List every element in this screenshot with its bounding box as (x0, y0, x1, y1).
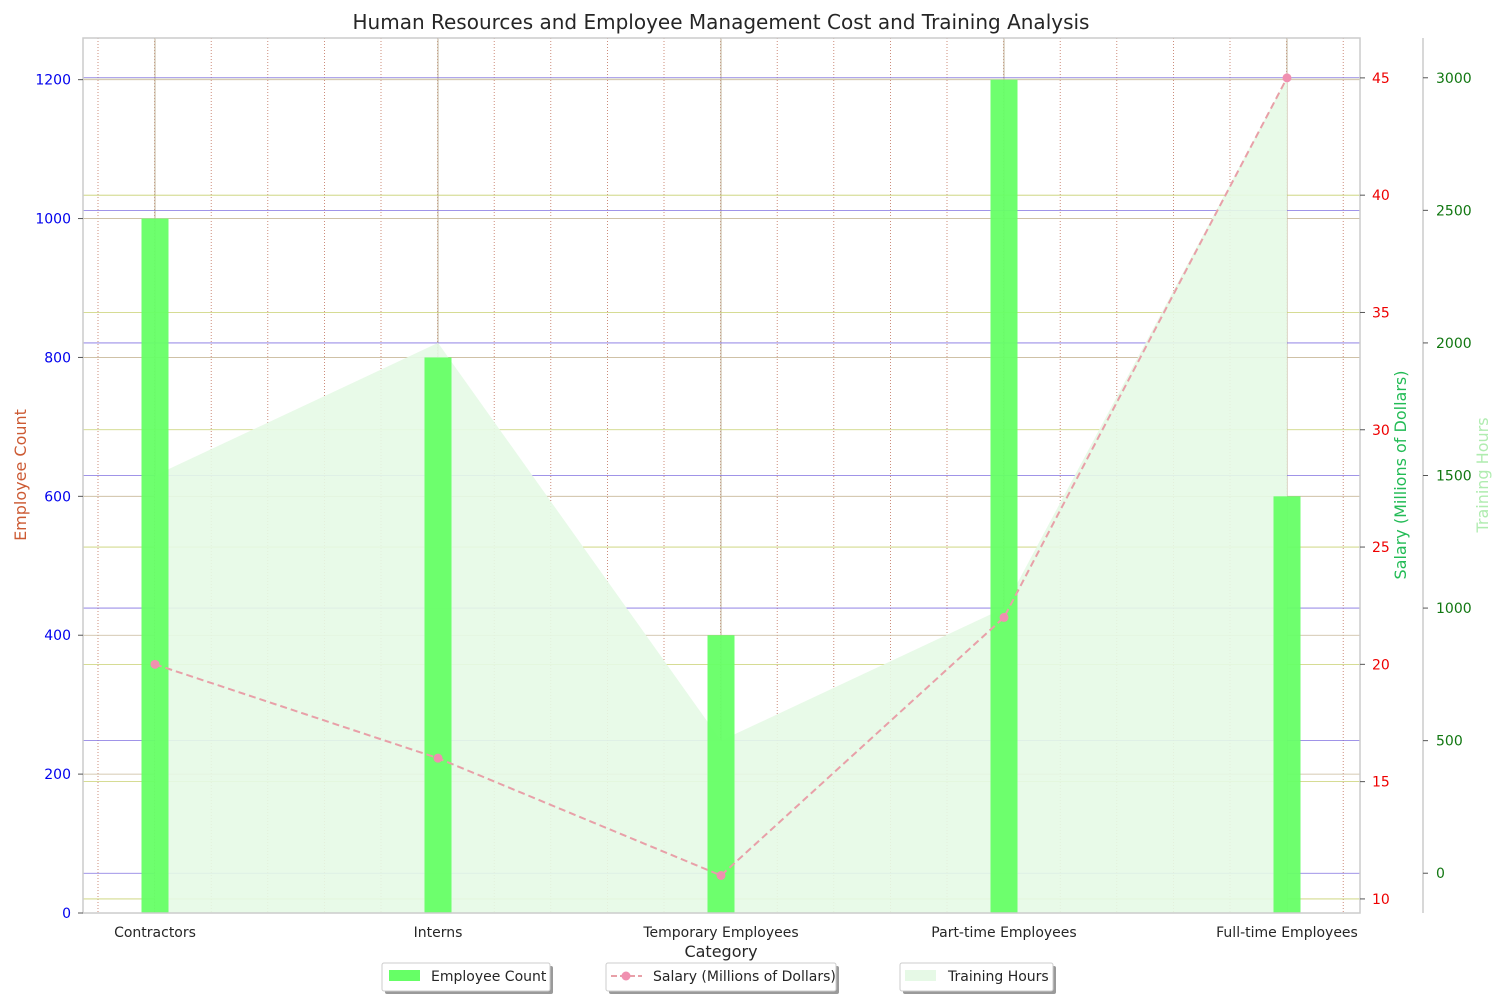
y-left-tick-label: 800 (44, 350, 71, 366)
legend-item-training-hours[interactable]: Training Hours (899, 962, 1056, 994)
y-right2-tick-label: 500 (1436, 734, 1463, 750)
salary-line (154, 77, 1288, 877)
legend: Employee Count Salary (Millions of Dolla… (381, 962, 1056, 994)
y-left-tick-label: 1200 (35, 73, 71, 89)
y-right1-tick-label: 45 (1372, 71, 1390, 87)
y-right2-tick-label: 1000 (1436, 601, 1472, 617)
y-right2-tick-label: 2500 (1436, 203, 1472, 219)
y-left-tick-label: 0 (62, 906, 71, 922)
bar-employee-count-3 (990, 79, 1018, 913)
y-right1-tick-label: 25 (1372, 540, 1390, 556)
y-right1-tick-label: 30 (1372, 423, 1390, 439)
bar-employee-count-4 (1273, 496, 1301, 913)
y-right2-tick-label: 2000 (1436, 336, 1472, 352)
bar-employee-count-1 (424, 357, 452, 913)
salary-point-4 (1282, 73, 1292, 83)
y-right2-tick-label: 1500 (1436, 469, 1472, 485)
plot-frame (82, 37, 1361, 914)
y-right1-tick-label: 40 (1372, 188, 1390, 204)
y-right1-tick-label: 15 (1372, 775, 1390, 791)
legend-item-salary[interactable]: Salary (Millions of Dollars) (605, 962, 839, 994)
x-tick-label: Temporary Employees (642, 925, 798, 941)
x-axis-label: Category (684, 942, 757, 961)
salary-line-layer (150, 73, 1292, 880)
y-left-tick-label: 400 (44, 628, 71, 644)
chart-title: Human Resources and Employee Management … (353, 10, 1090, 34)
legend-item-employee-count[interactable]: Employee Count (381, 962, 553, 994)
legend-label: Salary (Millions of Dollars) (653, 969, 836, 985)
bar-employee-count-0 (141, 218, 169, 914)
x-tick-label: Full-time Employees (1216, 925, 1358, 941)
y-left-tick-label: 600 (44, 489, 71, 505)
y-axis-right1-label: Salary (Millions of Dollars) (1391, 371, 1410, 580)
axis-ticks-layer: 0 200 400 600 800 1000 1200 10 15 20 25 30 35 40 45 0 50… (35, 71, 1471, 941)
legend-swatch-marker (621, 971, 631, 981)
legend-label: Training Hours (947, 969, 1049, 985)
employee-count-bars (141, 79, 1301, 914)
y-right2-tick-label: 0 (1436, 866, 1445, 882)
y-axis-right2-label: Training Hours (1473, 417, 1492, 533)
x-tick-label: Part-time Employees (931, 925, 1076, 941)
y-right1-tick-label: 10 (1372, 892, 1390, 908)
y-right1-tick-label: 20 (1372, 657, 1390, 673)
legend-swatch-bar (389, 970, 420, 981)
x-tick-label: Interns (414, 925, 463, 941)
x-tick-label: Contractors (114, 925, 196, 941)
legend-swatch-area (905, 970, 936, 981)
y-left-tick-label: 1000 (35, 212, 71, 228)
salary-point-2 (716, 870, 726, 880)
y-right1-tick-label: 35 (1372, 305, 1390, 321)
legend-label: Employee Count (431, 969, 547, 985)
salary-point-0 (150, 659, 160, 669)
y-right2-tick-label: 3000 (1436, 71, 1472, 87)
salary-point-3 (999, 612, 1009, 622)
salary-point-1 (433, 753, 443, 763)
y-axis-left-label: Employee Count (11, 409, 30, 541)
y-left-tick-label: 200 (44, 767, 71, 783)
